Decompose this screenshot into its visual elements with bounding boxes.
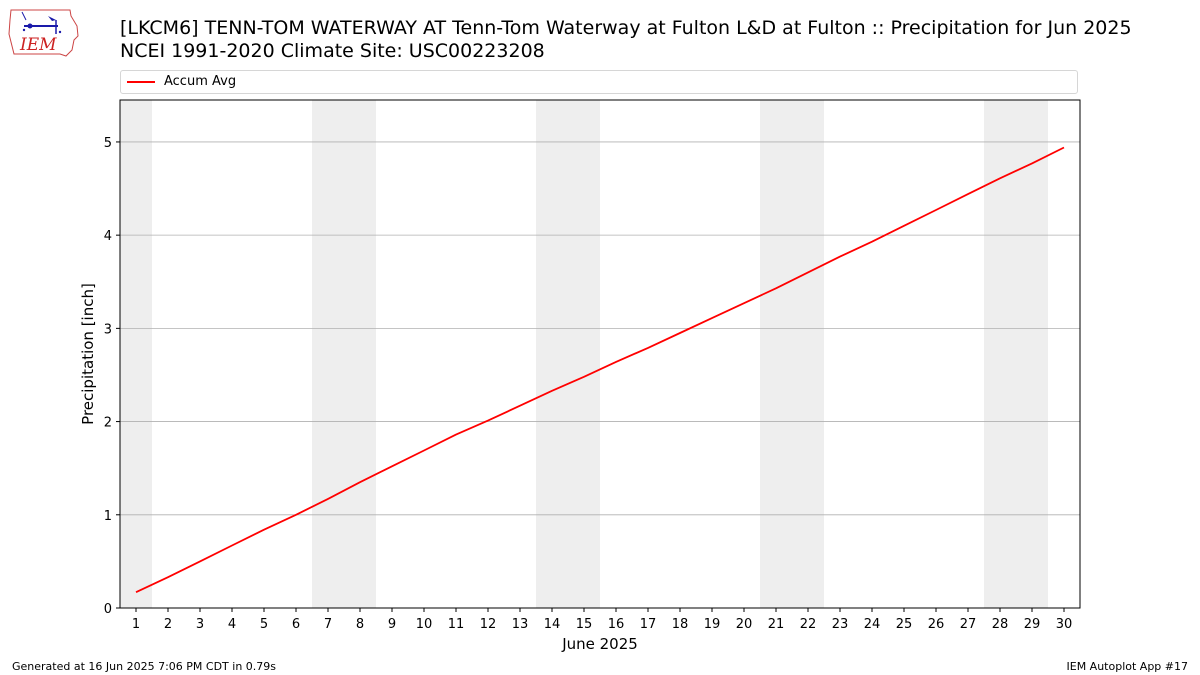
y-tick-label: 0 — [104, 602, 112, 617]
x-tick-label: 13 — [512, 617, 529, 632]
y-tick-label: 1 — [104, 509, 112, 524]
x-tick-label: 5 — [260, 617, 268, 632]
footer-generated: Generated at 16 Jun 2025 7:06 PM CDT in … — [12, 660, 277, 673]
y-tick-label: 2 — [104, 416, 112, 431]
legend-label: Accum Avg — [164, 74, 237, 89]
weekend-band — [760, 100, 792, 608]
x-tick-label: 28 — [992, 617, 1009, 632]
weekend-band — [312, 100, 344, 608]
y-tick-label: 3 — [104, 322, 112, 337]
x-tick-label: 20 — [736, 617, 753, 632]
footer-app: IEM Autoplot App #17 — [1066, 660, 1189, 673]
x-tick-label: 7 — [324, 617, 332, 632]
x-tick-label: 10 — [416, 617, 433, 632]
weekend-band — [792, 100, 824, 608]
x-tick-label: 6 — [292, 617, 300, 632]
x-tick-label: 4 — [228, 617, 236, 632]
x-tick-label: 9 — [388, 617, 396, 632]
chart-title: [LKCM6] TENN-TOM WATERWAY AT Tenn-Tom Wa… — [120, 17, 1132, 63]
weekend-band — [120, 100, 152, 608]
x-axis-label: June 2025 — [561, 635, 638, 653]
logo-text: IEM — [19, 35, 57, 55]
x-tick-label: 14 — [544, 617, 561, 632]
weekend-band — [568, 100, 600, 608]
title-line-2: NCEI 1991-2020 Climate Site: USC00223208 — [120, 40, 545, 62]
series-line-accum-avg — [135, 146, 1065, 594]
x-tick-label: 12 — [480, 617, 497, 632]
weekend-band — [536, 100, 568, 608]
x-tick-label: 21 — [768, 617, 785, 632]
x-tick-label: 29 — [1024, 617, 1041, 632]
legend: Accum Avg — [120, 70, 1078, 94]
y-tick-label: 4 — [104, 229, 112, 244]
y-tick-label: 5 — [104, 136, 112, 151]
x-tick-label: 8 — [356, 617, 364, 632]
y-axis-label: Precipitation [inch] — [79, 283, 97, 425]
plot-frame — [119, 99, 1081, 609]
x-tick-label: 17 — [640, 617, 657, 632]
x-tick-label: 1 — [132, 617, 140, 632]
x-tick-label: 26 — [928, 617, 945, 632]
x-tick-label: 24 — [864, 617, 881, 632]
title-line-1: [LKCM6] TENN-TOM WATERWAY AT Tenn-Tom Wa… — [120, 17, 1132, 39]
x-tick-label: 16 — [608, 617, 625, 632]
iem-logo: IEM — [8, 6, 80, 60]
x-tick-label: 11 — [448, 617, 465, 632]
x-tick-label: 25 — [896, 617, 913, 632]
iowa-map-icon: IEM — [8, 9, 79, 57]
x-tick-label: 27 — [960, 617, 977, 632]
x-tick-label: 23 — [832, 617, 849, 632]
x-tick-label: 19 — [704, 617, 721, 632]
legend-swatch — [127, 81, 155, 83]
weekend-band — [344, 100, 376, 608]
weekend-band — [1016, 100, 1048, 608]
x-tick-label: 18 — [672, 617, 689, 632]
weekend-band — [984, 100, 1016, 608]
x-tick-label: 2 — [164, 617, 172, 632]
x-tick-label: 15 — [576, 617, 593, 632]
x-tick-label: 3 — [196, 617, 204, 632]
x-tick-label: 22 — [800, 617, 817, 632]
x-tick-label: 30 — [1056, 617, 1073, 632]
